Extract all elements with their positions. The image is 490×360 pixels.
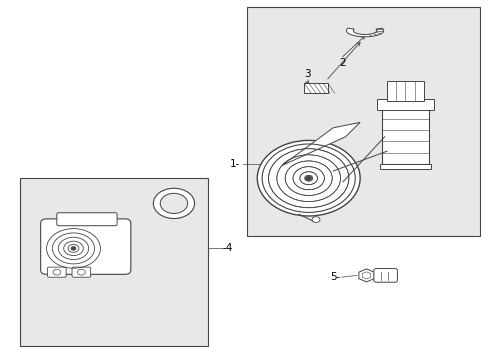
- Polygon shape: [359, 269, 374, 282]
- Polygon shape: [282, 122, 360, 166]
- Text: 3: 3: [304, 69, 311, 79]
- Bar: [304, 83, 328, 93]
- FancyBboxPatch shape: [374, 269, 397, 282]
- FancyBboxPatch shape: [48, 267, 66, 277]
- Polygon shape: [362, 272, 371, 279]
- Ellipse shape: [257, 140, 360, 216]
- Text: 2: 2: [340, 58, 346, 68]
- Bar: [380, 164, 431, 169]
- Bar: [382, 108, 429, 164]
- Circle shape: [77, 269, 85, 275]
- Circle shape: [312, 217, 320, 222]
- Circle shape: [153, 188, 195, 219]
- Bar: [377, 99, 434, 110]
- Circle shape: [306, 176, 312, 180]
- Circle shape: [160, 193, 188, 213]
- Polygon shape: [346, 28, 384, 37]
- Bar: [387, 81, 424, 101]
- Text: -4: -4: [222, 243, 233, 253]
- Text: 5-: 5-: [330, 272, 341, 282]
- Circle shape: [72, 247, 75, 250]
- FancyBboxPatch shape: [72, 267, 91, 277]
- Bar: [20, 178, 208, 346]
- Bar: [247, 7, 480, 236]
- FancyBboxPatch shape: [41, 219, 131, 274]
- Circle shape: [53, 269, 61, 275]
- FancyBboxPatch shape: [57, 213, 117, 226]
- Text: 1-: 1-: [230, 159, 240, 169]
